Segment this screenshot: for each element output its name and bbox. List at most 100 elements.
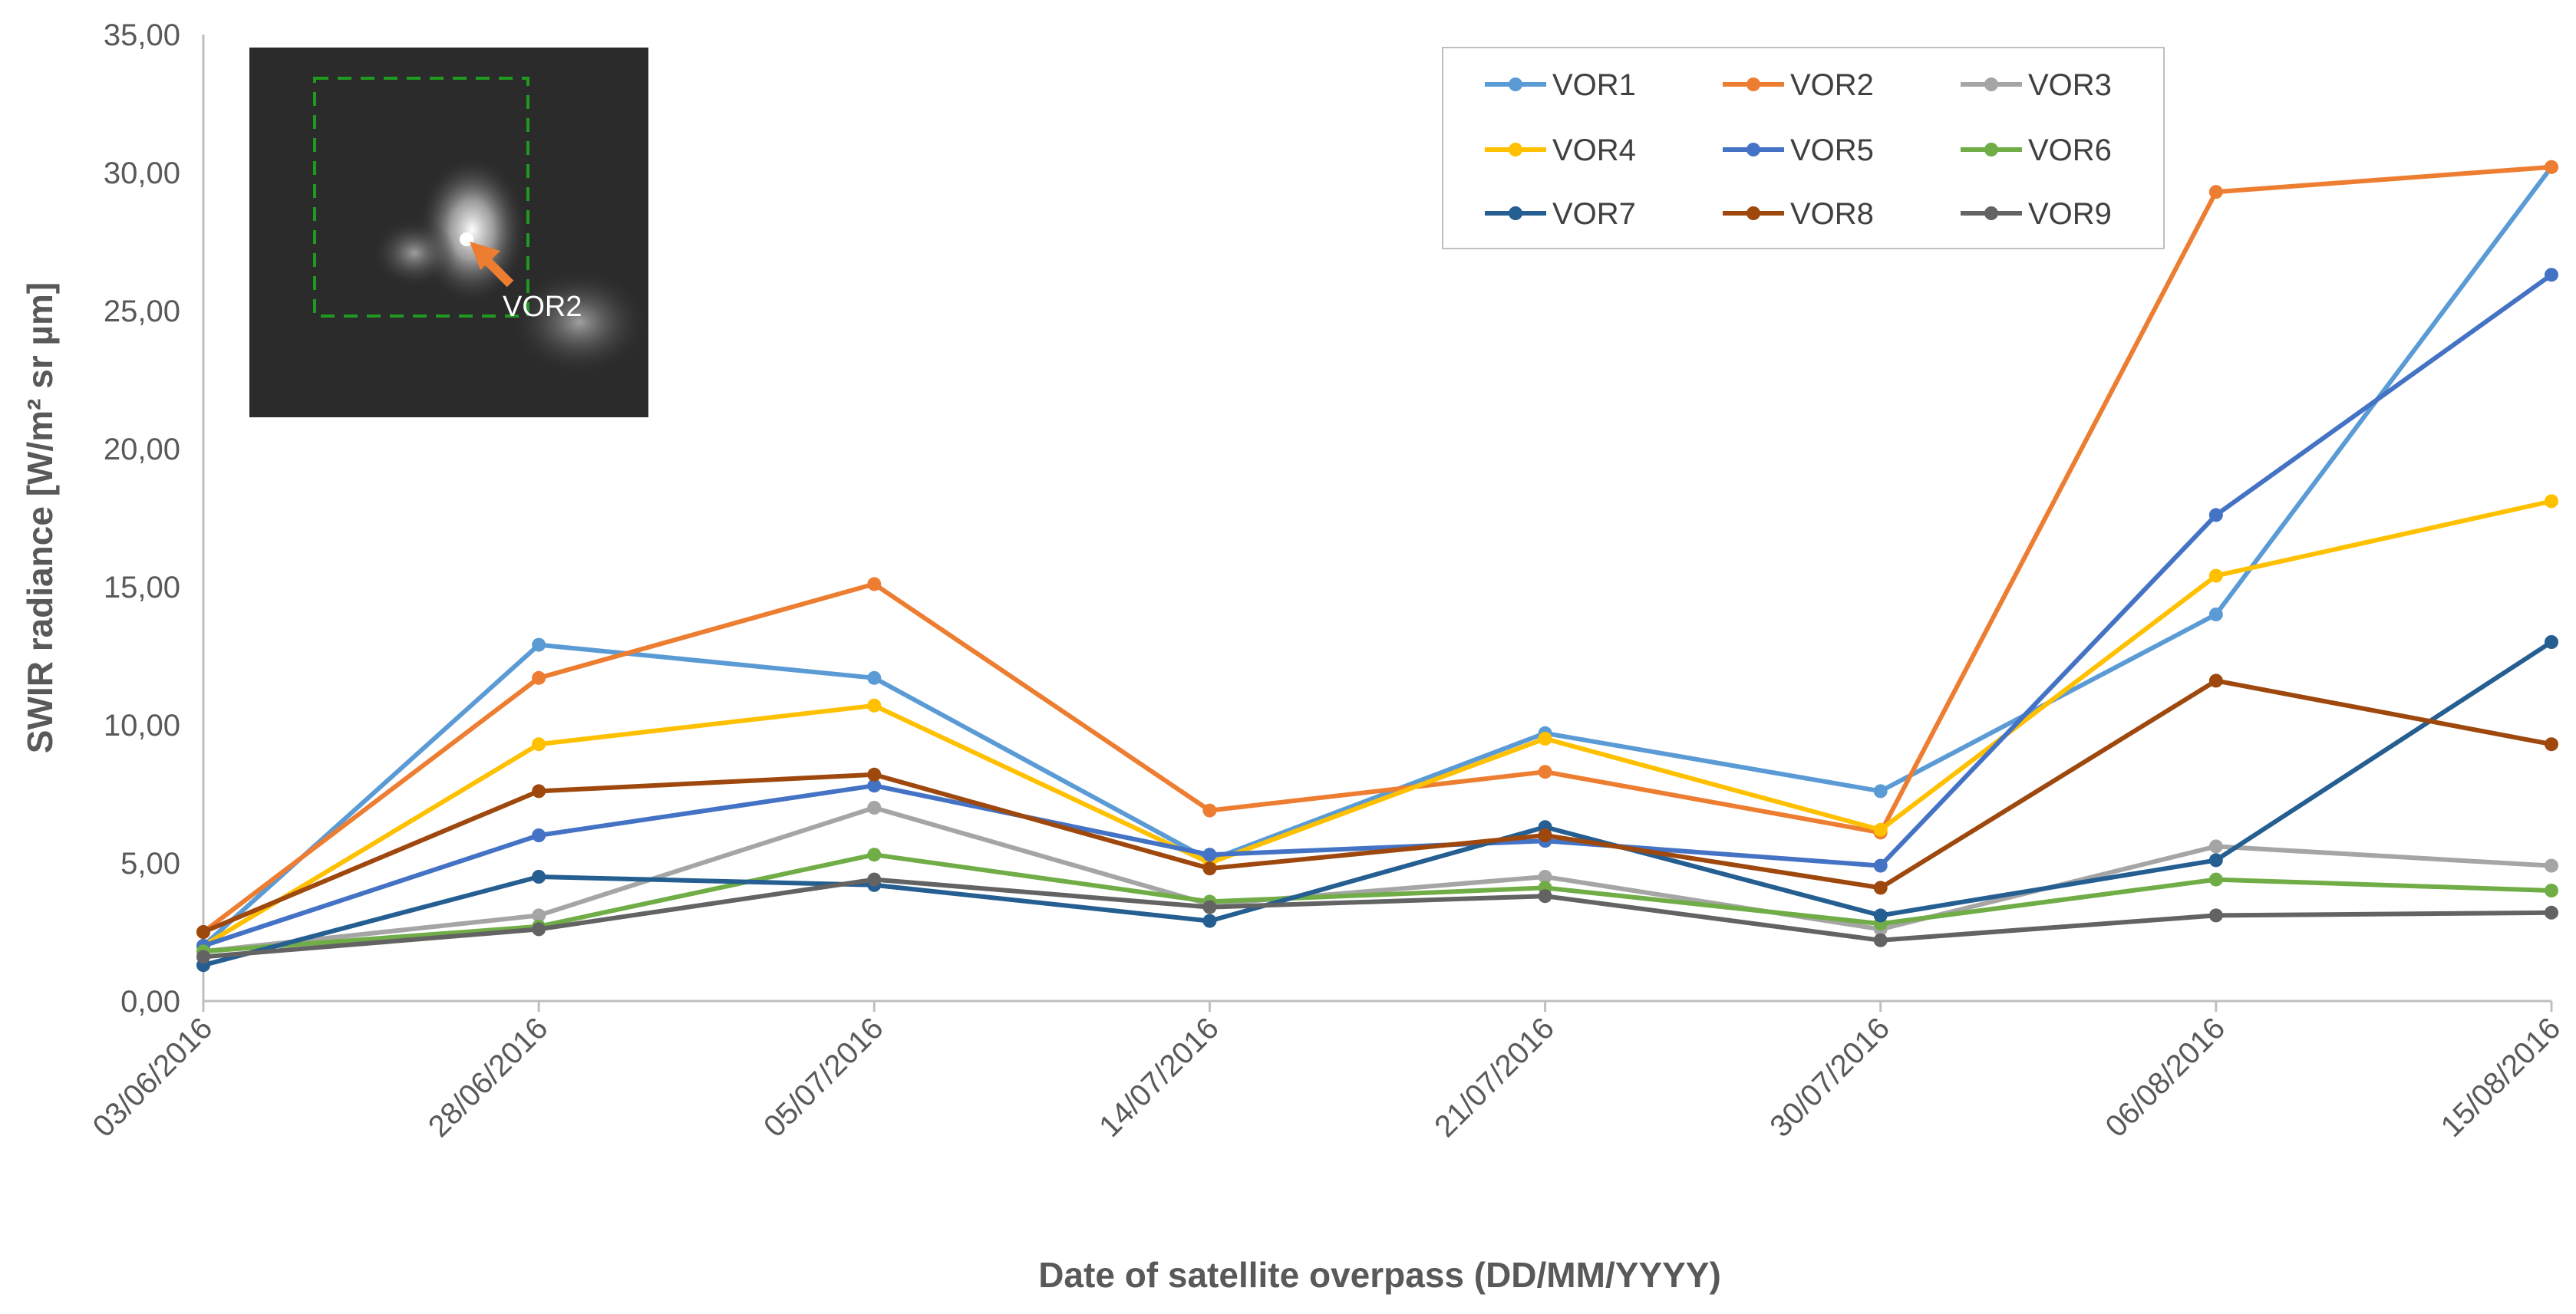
data-point <box>1538 828 1552 842</box>
legend-swatch-marker <box>1746 206 1760 220</box>
axes <box>202 35 2551 1003</box>
legend-item: VOR1 <box>1485 68 1636 102</box>
legend-swatch-marker <box>1984 77 1998 91</box>
x-tick-label: 15/08/2016 <box>2435 1011 2568 1144</box>
y-tick-label: 30,00 <box>104 156 180 190</box>
data-point <box>867 767 882 782</box>
x-tick-label: 03/06/2016 <box>87 1011 219 1144</box>
data-point <box>2545 858 2558 873</box>
series-line <box>202 678 2552 934</box>
data-point <box>2208 608 2223 621</box>
data-point <box>2208 185 2223 199</box>
y-tick-label: 5,00 <box>120 847 180 881</box>
data-point <box>1873 881 1888 895</box>
data-point <box>867 801 882 815</box>
x-tick-label: 05/07/2016 <box>757 1011 890 1144</box>
data-point <box>1873 908 1888 923</box>
data-point <box>1873 933 1888 947</box>
legend-item: VOR7 <box>1485 197 1636 231</box>
series-line <box>202 499 2552 948</box>
data-point <box>867 670 882 685</box>
data-point <box>2208 839 2223 854</box>
legend-swatch-marker <box>1984 206 1998 220</box>
legend-swatch-marker <box>1984 143 1998 156</box>
legend-swatch-marker <box>1509 143 1522 156</box>
data-point <box>1538 765 1552 779</box>
legend-label: VOR9 <box>2028 197 2112 231</box>
data-point <box>532 908 546 923</box>
data-point <box>196 950 210 964</box>
inset-label: VOR2 <box>503 291 582 323</box>
series-line <box>203 640 2553 968</box>
data-point <box>867 698 882 713</box>
data-point <box>2208 853 2223 868</box>
legend-label: VOR1 <box>1552 68 1636 102</box>
legend-swatch-marker <box>1746 77 1760 91</box>
inset-roi-box <box>313 77 529 318</box>
data-point <box>2545 905 2558 920</box>
y-axis-title: SWIR radiance [W/m² sr µm] <box>20 282 60 753</box>
x-tick-label: 06/08/2016 <box>2099 1011 2232 1144</box>
legend-label: VOR4 <box>1552 133 1636 167</box>
data-point <box>2545 635 2558 649</box>
data-point <box>867 779 882 793</box>
inset-arrow <box>470 242 514 288</box>
legend-swatch-marker <box>1746 143 1760 156</box>
data-point <box>1202 900 1217 914</box>
data-point <box>1202 848 1217 862</box>
data-point <box>196 925 210 939</box>
y-tick-label: 25,00 <box>104 295 180 328</box>
inset-hotspot-core <box>460 232 473 246</box>
inset-hotspot-ring <box>372 219 457 288</box>
data-point <box>2545 494 2558 509</box>
series-vor9 <box>196 872 2558 964</box>
x-tick-label: 21/07/2016 <box>1428 1011 1561 1144</box>
data-point <box>1873 784 1888 799</box>
x-axis-title: Date of satellite overpass (DD/MM/YYYY) <box>1038 1255 1721 1295</box>
data-point <box>1202 803 1217 818</box>
legend: VOR1 VOR2 VOR3 VOR4 VOR5 VOR6 VOR7 VOR8 VOR9 <box>1442 47 2165 249</box>
data-point <box>532 737 546 752</box>
x-tick-label: 30/07/2016 <box>1763 1011 1896 1144</box>
legend-item: VOR4 <box>1485 133 1636 167</box>
data-point <box>532 784 546 799</box>
data-point <box>867 848 882 862</box>
legend-items: VOR1 VOR2 VOR3 VOR4 VOR5 VOR6 VOR7 VOR8 VOR9 <box>1485 68 2112 231</box>
legend-item: VOR3 <box>1961 68 2112 102</box>
legend-label: VOR8 <box>1790 197 1874 231</box>
data-point <box>2545 884 2558 897</box>
legend-item: VOR9 <box>1961 197 2112 231</box>
data-point <box>2545 737 2558 752</box>
series-vor8 <box>196 673 2558 939</box>
legend-item: VOR6 <box>1961 133 2112 167</box>
y-tick-label: 0,00 <box>120 985 180 1019</box>
x-tick-label: 28/06/2016 <box>422 1011 555 1144</box>
data-point <box>2208 508 2223 522</box>
series-line <box>203 877 2552 960</box>
data-point <box>532 870 546 884</box>
data-point <box>867 872 882 887</box>
series-vor5 <box>196 268 2558 953</box>
data-point <box>1202 861 1217 876</box>
data-point <box>2208 908 2223 923</box>
legend-label: VOR5 <box>1790 133 1874 167</box>
data-point <box>532 637 546 652</box>
data-point <box>1873 822 1888 837</box>
series-line <box>203 805 2552 954</box>
data-point <box>1873 858 1888 873</box>
legend-swatch-marker <box>1509 77 1522 91</box>
series-vor4 <box>196 494 2558 953</box>
x-tick-marks <box>202 1001 2553 1012</box>
legend-item: VOR5 <box>1723 133 1874 167</box>
data-point <box>2208 568 2223 583</box>
data-point <box>532 670 546 685</box>
legend-item: VOR8 <box>1723 197 1874 231</box>
data-point <box>2208 673 2223 688</box>
legend-swatch-marker <box>1509 206 1522 220</box>
data-point <box>2545 160 2558 174</box>
y-tick-label: 10,00 <box>104 709 180 743</box>
inset-satellite-image: VOR2 <box>249 48 648 417</box>
legend-label: VOR6 <box>2028 133 2112 167</box>
data-point <box>1538 732 1552 746</box>
